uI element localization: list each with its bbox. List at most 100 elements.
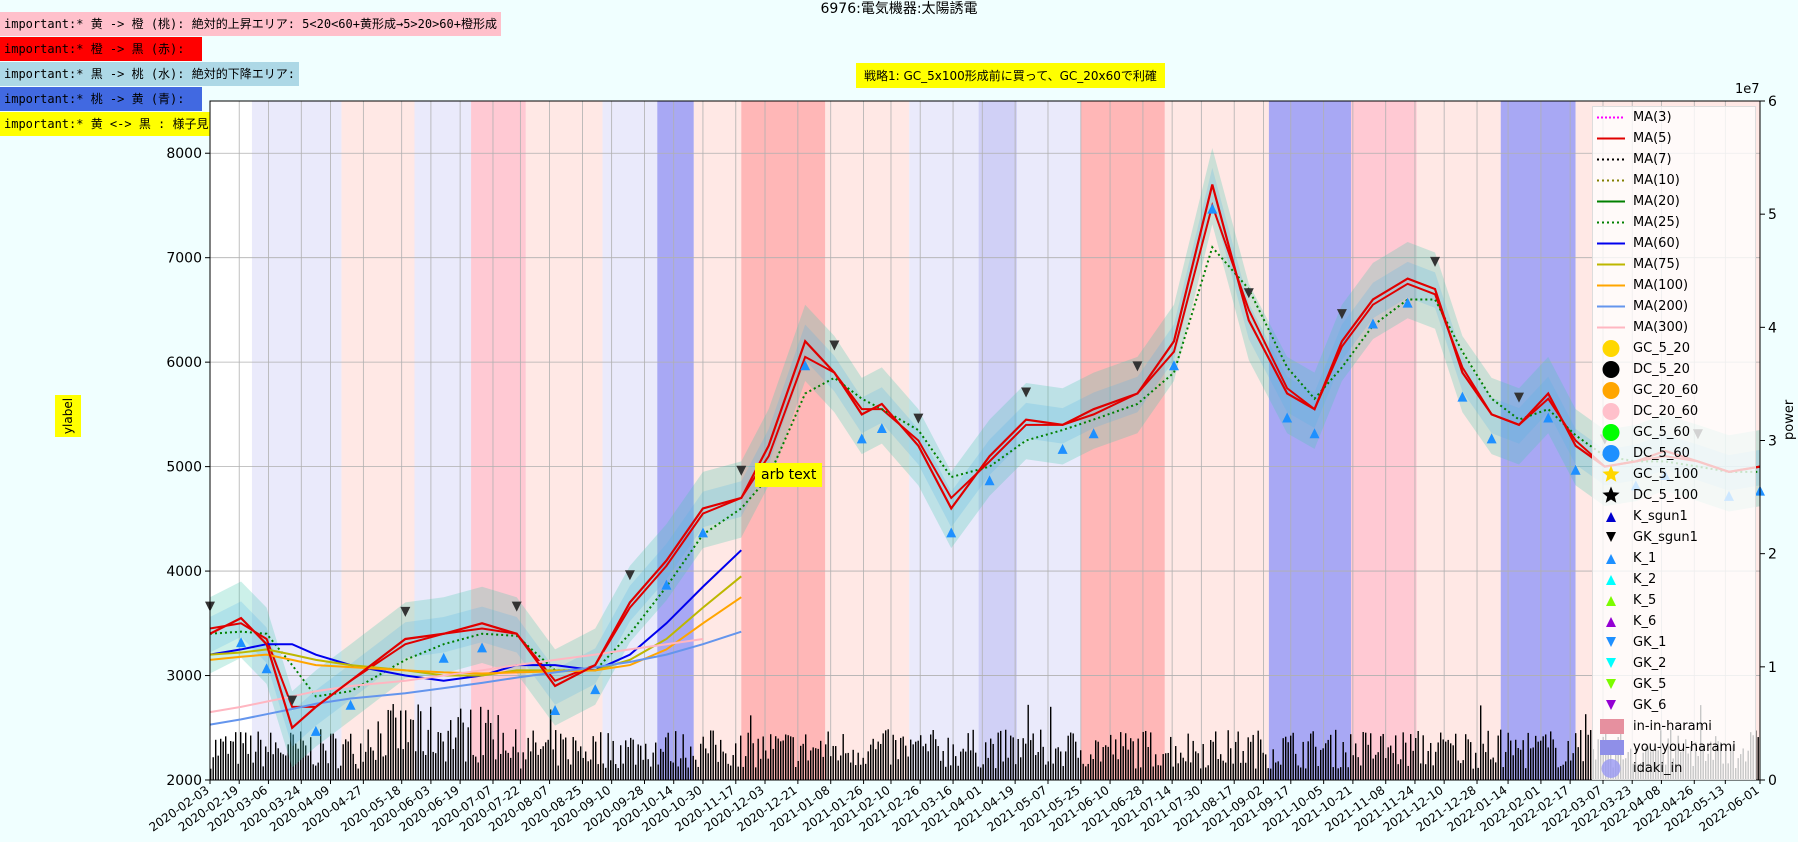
volume-bar — [525, 759, 527, 780]
volume-bar — [1500, 729, 1502, 780]
volume-bar — [617, 768, 619, 780]
volume-bar — [650, 766, 652, 780]
volume-bar — [1070, 732, 1072, 780]
volume-bar — [980, 767, 982, 780]
volume-bar — [1115, 739, 1117, 780]
volume-bar — [412, 719, 414, 780]
volume-bar — [475, 756, 477, 780]
volume-bar — [897, 759, 899, 780]
volume-bar — [512, 746, 514, 780]
volume-bar — [1160, 765, 1162, 780]
xtick-label-6: 2020-05-18 — [338, 783, 403, 834]
volume-bar — [680, 758, 682, 780]
volume-bar — [1067, 735, 1069, 780]
xtick-label-28: 2021-05-25 — [1017, 783, 1082, 834]
volume-bar — [392, 704, 394, 780]
volume-bar — [1190, 762, 1192, 780]
volume-bar — [660, 748, 662, 780]
volume-bar — [1010, 735, 1012, 780]
volume-bar — [1520, 749, 1522, 780]
volume-bar — [857, 752, 859, 780]
volume-bar — [1015, 764, 1017, 780]
xtick-label-48: 2022-04-26 — [1631, 783, 1696, 834]
legend-triangle — [1606, 512, 1616, 522]
legend-label: DC_5_20 — [1633, 362, 1690, 377]
volume-bar — [1457, 760, 1459, 780]
volume-bar — [1075, 741, 1077, 780]
volume-bar — [510, 757, 512, 780]
xtick-label-2: 2020-03-06 — [205, 783, 270, 834]
legend-label: MA(10) — [1633, 173, 1680, 188]
xtick-label-13: 2020-09-10 — [548, 783, 613, 834]
band-6 — [657, 101, 694, 780]
legend-item: in-in-harami — [1593, 716, 1755, 737]
volume-bar — [330, 733, 332, 780]
volume-bar — [577, 751, 579, 780]
volume-bar — [1535, 735, 1537, 780]
volume-bar — [280, 752, 282, 780]
volume-bar — [1525, 768, 1527, 780]
volume-bar — [610, 760, 612, 780]
volume-bar — [697, 766, 699, 780]
legend-circle — [1602, 340, 1620, 357]
volume-bar — [830, 756, 832, 780]
signal-marker-up — [1570, 464, 1581, 475]
volume-bar — [1550, 731, 1552, 780]
volume-bar — [340, 765, 342, 780]
volume-bar — [870, 744, 872, 780]
volume-bar — [1197, 753, 1199, 780]
volume-bar — [1102, 747, 1104, 780]
signal-marker-up — [1309, 428, 1320, 439]
volume-bar — [507, 752, 509, 780]
legend-item: MA(3) — [1593, 107, 1755, 128]
volume-bar — [735, 743, 737, 780]
volume-bar — [1122, 746, 1124, 780]
volume-bar — [495, 759, 497, 780]
signal-marker-up — [1543, 412, 1554, 423]
volume-bar — [972, 729, 974, 780]
volume-bar — [1435, 751, 1437, 780]
volume-bar — [397, 748, 399, 780]
band-5 — [602, 101, 658, 780]
volume-bar — [380, 733, 382, 780]
volume-bar — [1430, 742, 1432, 780]
xtick-label-27: 2021-05-07 — [985, 783, 1050, 834]
band-12 — [1016, 101, 1081, 780]
volume-bar — [515, 729, 517, 780]
volume-bar — [1405, 742, 1407, 780]
legend-triangle — [1606, 637, 1616, 647]
legend-symbol — [1597, 137, 1625, 140]
xtick-label-47: 2022-04-08 — [1598, 783, 1663, 834]
legend-symbol — [1606, 532, 1616, 542]
volume-bar — [1130, 738, 1132, 780]
band-7 — [693, 101, 742, 780]
volume-bar — [727, 763, 729, 780]
moving-average-lines — [209, 202, 1761, 726]
xtick-label-32: 2021-07-30 — [1138, 783, 1203, 834]
volume-bar — [327, 763, 329, 780]
legend-circle — [1602, 361, 1620, 378]
volume-bar — [452, 749, 454, 780]
xtick-label-50: 2022-06-01 — [1697, 783, 1762, 834]
volume-bar — [1262, 752, 1264, 780]
volume-bar — [360, 743, 362, 780]
volume-bar — [1512, 755, 1514, 780]
volume-bar — [1562, 764, 1564, 780]
band-15 — [1268, 101, 1352, 780]
ytick-label-5: 7000 — [166, 251, 202, 267]
xtick-label-33: 2021-08-17 — [1171, 783, 1236, 834]
volume-bar — [760, 758, 762, 780]
volume-bar — [927, 751, 929, 780]
volume-bar — [1387, 747, 1389, 780]
signal-marker-up — [856, 433, 867, 444]
volume-bar — [420, 711, 422, 780]
volume-bar — [1570, 760, 1572, 780]
volume-bar — [557, 765, 559, 780]
volume-bar — [1482, 743, 1484, 780]
volume-bar — [587, 761, 589, 780]
volume-bar — [672, 762, 674, 780]
volume-bar — [497, 715, 499, 780]
volume-bar — [1085, 766, 1087, 780]
legend-label: GK_5 — [1633, 677, 1667, 692]
volume-bar — [1495, 762, 1497, 780]
